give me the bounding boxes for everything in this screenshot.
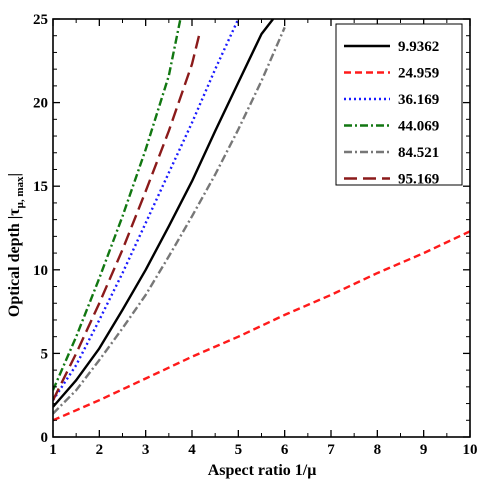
x-tick-label: 10 bbox=[463, 442, 478, 458]
y-axis-title: Optical depth |τμ, max| bbox=[6, 173, 26, 317]
y-tick-label: 15 bbox=[33, 179, 48, 195]
series-line-5 bbox=[53, 26, 286, 415]
y-tick-label: 25 bbox=[33, 12, 48, 28]
x-tick-label: 3 bbox=[142, 442, 150, 458]
legend: 9.9362 24.959 36.169 44.069 84.521 95.169 bbox=[335, 23, 463, 188]
y-axis-title-end: | bbox=[6, 173, 23, 177]
x-tick-label: 2 bbox=[96, 442, 104, 458]
x-tick-label: 1 bbox=[49, 442, 57, 458]
x-tick-label: 4 bbox=[188, 442, 196, 458]
ticks-layer: 1 2 3 4 5 6 7 8 9 10 0 5 10 15 20 25 bbox=[33, 12, 478, 458]
y-tick-label: 20 bbox=[33, 96, 48, 112]
x-tick-label: 9 bbox=[420, 442, 428, 458]
legend-label-6: 95.169 bbox=[398, 172, 439, 188]
series-line-1 bbox=[53, 19, 275, 408]
legend-label-4: 44.069 bbox=[398, 119, 439, 135]
legend-label-1: 9.9362 bbox=[398, 39, 439, 55]
series-line-3 bbox=[53, 19, 240, 401]
legend-label-3: 36.169 bbox=[398, 92, 439, 108]
legend-label-5: 84.521 bbox=[398, 145, 439, 161]
x-tick-label: 8 bbox=[374, 442, 382, 458]
plot-frame bbox=[52, 18, 471, 438]
x-tick-label: 5 bbox=[235, 442, 243, 458]
legend-label-2: 24.959 bbox=[398, 66, 439, 82]
legend-box bbox=[335, 23, 463, 186]
x-axis-title: Aspect ratio 1/μ bbox=[208, 462, 317, 479]
series-line-6 bbox=[53, 35, 201, 401]
x-tick-label: 7 bbox=[327, 442, 335, 458]
series-line-2 bbox=[53, 230, 470, 422]
y-axis-title-main: Optical depth |τ bbox=[6, 208, 23, 317]
x-tick-label: 6 bbox=[281, 442, 289, 458]
y-tick-label: 5 bbox=[41, 346, 49, 362]
series-line-4 bbox=[53, 19, 182, 391]
y-tick-label: 0 bbox=[41, 430, 49, 446]
series-layer bbox=[53, 19, 470, 422]
y-axis-title-subscript: μ, max bbox=[14, 176, 26, 208]
y-tick-label: 10 bbox=[33, 263, 48, 279]
